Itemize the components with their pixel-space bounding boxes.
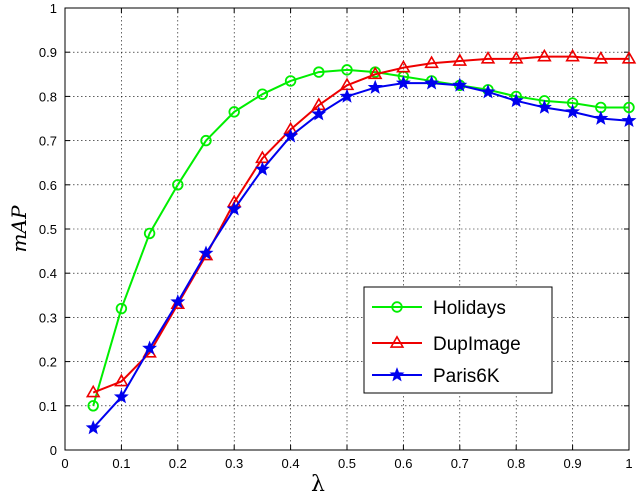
legend-entry-dupimage: DupImage bbox=[372, 334, 521, 355]
y-tick-label: 1 bbox=[50, 1, 57, 16]
data-point bbox=[254, 161, 270, 176]
data-point bbox=[313, 66, 325, 78]
series-dupimage bbox=[85, 48, 637, 398]
data-point bbox=[284, 75, 297, 87]
y-tick-label: 0 bbox=[50, 443, 57, 458]
data-point bbox=[536, 99, 552, 114]
data-point bbox=[170, 294, 186, 309]
legend-label: Paris6K bbox=[433, 366, 500, 387]
ticks: 0 0.1 0.2 0.3 0.4 0.5 0.6 0.7 0.8 0.9 1 0 0.1 0.2 0.3 0… bbox=[39, 1, 633, 471]
x-tick-label: 0 bbox=[61, 456, 68, 471]
y-tick-label: 0.1 bbox=[39, 399, 57, 414]
y-tick-label: 0.9 bbox=[39, 45, 57, 60]
data-point bbox=[85, 384, 101, 398]
data-point bbox=[452, 53, 468, 66]
data-point bbox=[621, 112, 637, 128]
data-point bbox=[424, 75, 440, 90]
x-tick-label: 0.8 bbox=[507, 456, 525, 471]
data-point bbox=[367, 79, 383, 94]
x-tick-label: 0.3 bbox=[225, 456, 243, 471]
x-tick-label: 0.2 bbox=[169, 456, 187, 471]
data-point bbox=[508, 92, 524, 108]
x-tick-label: 0.5 bbox=[338, 456, 356, 471]
x-tick-label: 0.4 bbox=[282, 456, 300, 471]
data-point bbox=[341, 64, 353, 76]
y-tick-label: 0.6 bbox=[39, 178, 57, 193]
legend-label: Holidays bbox=[433, 298, 506, 319]
legend-marker bbox=[389, 335, 405, 348]
data-point bbox=[537, 48, 552, 62]
data-point bbox=[565, 48, 580, 62]
series bbox=[85, 48, 637, 435]
data-point bbox=[283, 128, 299, 143]
x-axis-label: λ bbox=[311, 472, 325, 497]
data-point bbox=[367, 66, 383, 80]
data-point bbox=[508, 51, 524, 64]
data-point bbox=[480, 84, 496, 99]
x-tick-label: 0.6 bbox=[394, 456, 412, 471]
data-point bbox=[114, 373, 129, 387]
data-point bbox=[172, 179, 184, 191]
legend-entry-paris6k: Paris6K bbox=[372, 366, 500, 387]
legend-marker bbox=[391, 301, 403, 313]
data-point bbox=[115, 302, 128, 315]
x-tick-label: 0.7 bbox=[451, 456, 469, 471]
data-point bbox=[339, 88, 355, 103]
data-point bbox=[311, 106, 327, 121]
legend: Holidays DupImage Paris6K bbox=[363, 286, 553, 394]
legend-entry-holidays: Holidays bbox=[372, 298, 506, 319]
data-point bbox=[424, 55, 439, 69]
data-point bbox=[480, 51, 496, 64]
x-tick-label: 0.1 bbox=[112, 456, 130, 471]
data-point bbox=[593, 51, 609, 64]
y-axis-label: mAP bbox=[7, 205, 31, 252]
data-point bbox=[396, 59, 411, 73]
data-point bbox=[593, 110, 609, 125]
data-point bbox=[623, 101, 635, 114]
series-paris6k bbox=[85, 75, 637, 435]
data-point bbox=[228, 106, 240, 118]
legend-marker bbox=[389, 367, 405, 382]
y-tick-label: 0.5 bbox=[39, 222, 57, 237]
legend-label: DupImage bbox=[433, 334, 521, 355]
y-tick-label: 0.7 bbox=[39, 134, 57, 149]
data-point bbox=[621, 51, 637, 64]
data-point bbox=[87, 400, 99, 412]
y-tick-label: 0.3 bbox=[39, 310, 57, 325]
data-point bbox=[256, 88, 269, 100]
data-point bbox=[565, 104, 581, 119]
data-point bbox=[395, 75, 411, 90]
x-tick-label: 0.9 bbox=[564, 456, 582, 471]
data-point bbox=[113, 389, 129, 404]
y-tick-label: 0.4 bbox=[39, 266, 57, 281]
data-point bbox=[142, 340, 158, 355]
data-point bbox=[85, 420, 101, 435]
y-tick-label: 0.8 bbox=[39, 89, 57, 104]
data-point bbox=[226, 201, 242, 216]
data-point bbox=[143, 227, 156, 240]
x-tick-label: 1 bbox=[625, 456, 632, 471]
data-point bbox=[200, 134, 212, 147]
data-point bbox=[452, 77, 468, 92]
y-tick-label: 0.2 bbox=[39, 355, 57, 370]
data-point bbox=[198, 245, 214, 260]
